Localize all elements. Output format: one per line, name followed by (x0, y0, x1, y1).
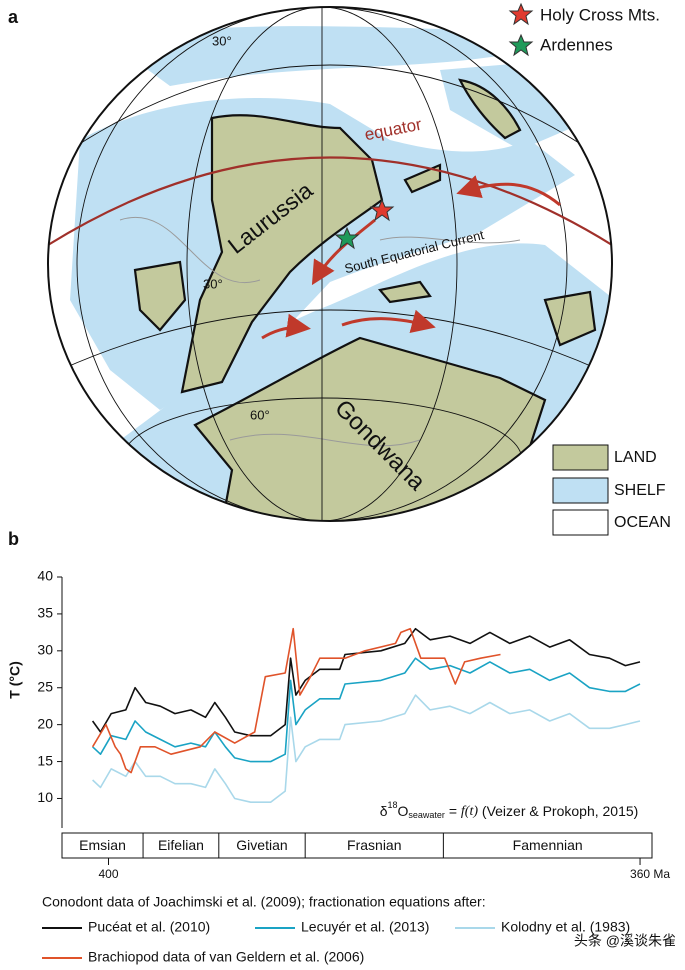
land (458, 78, 522, 140)
legend-swatch (552, 444, 609, 471)
annotation-part: (Veizer & Prokoph, 2015) (478, 803, 638, 819)
panel-label: a (8, 7, 19, 27)
latitude-label: 30° (203, 276, 223, 291)
series-line (92, 657, 641, 763)
stage-label: Frasnian (347, 837, 401, 853)
legend-label: OCEAN (614, 514, 671, 531)
y-tick-label: 15 (37, 752, 53, 768)
y-tick-label: 35 (37, 605, 53, 621)
stage-label: Givetian (236, 837, 287, 853)
legend-label: Brachiopod data of van Geldern et al. (2… (88, 949, 364, 965)
latitude-label: 30° (212, 33, 232, 48)
stage-label: Famennian (513, 837, 583, 853)
x-tick-label: 360 Ma (630, 867, 670, 881)
legend-label: Pucéat et al. (2010) (88, 919, 210, 935)
legend-label: Ardennes (540, 35, 613, 54)
coastline (119, 217, 521, 447)
land (377, 280, 432, 304)
y-axis-label: T (°C) (7, 661, 23, 698)
equator-line (48, 156, 612, 246)
legend-swatch (552, 477, 609, 504)
annotation-part: = (445, 803, 461, 819)
annotation-part: O (398, 803, 409, 819)
latitude-label: 60° (250, 407, 270, 422)
y-tick-label: 20 (37, 715, 53, 731)
annotation-part: seawater (408, 810, 445, 820)
star-holy-cross (369, 198, 395, 222)
shelf (110, 26, 520, 86)
current-arrow (456, 175, 561, 207)
stage-bar (61, 832, 653, 859)
y-tick-label: 40 (37, 568, 53, 584)
current-arrow (311, 218, 376, 286)
parallel (59, 309, 601, 371)
globe-outline (47, 6, 613, 522)
y-tick-label: 10 (37, 789, 53, 805)
land (133, 260, 187, 332)
current-arrow (341, 309, 436, 333)
annotation: δ18Oseawater = f(t) (Veizer & Prokoph, 2… (360, 800, 650, 820)
land (543, 290, 597, 347)
annotation-part: δ (380, 803, 388, 819)
legend-swatch (552, 509, 609, 536)
equator-label: equator (363, 115, 424, 145)
series-line (92, 694, 641, 803)
y-tick-label: 25 (37, 678, 53, 694)
legend-label: LAND (614, 449, 657, 466)
star-ardennes (334, 226, 360, 250)
series-line (91, 627, 641, 737)
legend-label: SHELF (614, 482, 666, 499)
current-arrow (261, 313, 311, 340)
panel-label: b (8, 529, 19, 549)
land (180, 114, 384, 394)
annotation-part: 18 (388, 800, 398, 810)
series-line (91, 627, 501, 774)
annotation-part: f(t) (461, 804, 478, 819)
legend-label: Kolodny et al. (1983) (501, 919, 630, 935)
y-tick-label: 30 (37, 642, 53, 658)
parallel (69, 64, 591, 151)
meridian (76, 7, 568, 521)
legend-label: Holy Cross Mts. (540, 5, 660, 24)
land (403, 163, 442, 194)
legend-title: Conodont data of Joachimski et al. (2009… (42, 894, 486, 910)
x-tick-label: 400 (98, 867, 118, 881)
stage-label: Eifelian (158, 837, 204, 853)
meridian (186, 7, 458, 521)
stage-label: Emsian (79, 837, 126, 853)
legend-star (508, 2, 534, 26)
map: a Holy Cross Mts. Ardennes equator Lauru… (8, 2, 671, 536)
watermark: 头条 @溪谈朱雀 (574, 933, 676, 949)
legend-star (508, 33, 534, 57)
legend-label: Lecuyér et al. (2013) (301, 919, 429, 935)
